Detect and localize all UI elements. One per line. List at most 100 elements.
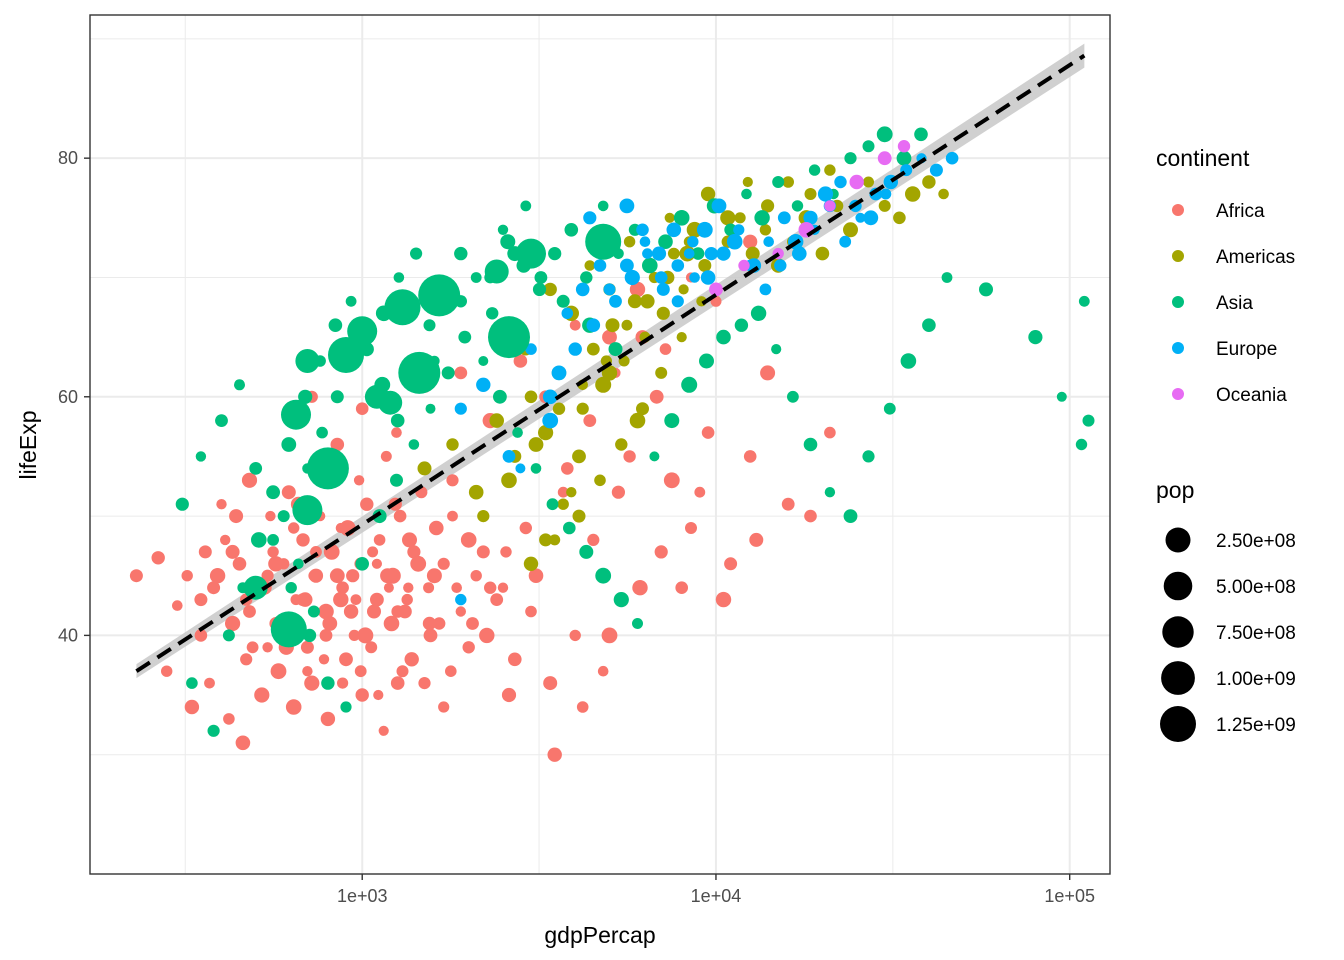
point-africa (350, 594, 362, 605)
point-africa (367, 546, 379, 558)
point-africa (484, 581, 497, 594)
point-asia (791, 200, 804, 212)
point-americas (572, 509, 586, 523)
point-asia (681, 376, 698, 393)
point-asia-large (585, 223, 622, 260)
point-africa (402, 532, 417, 548)
point-asia (321, 676, 335, 690)
point-africa (320, 711, 336, 727)
point-africa (373, 689, 384, 701)
point-africa (383, 615, 400, 632)
point-europe (700, 270, 716, 285)
point-europe (666, 222, 682, 238)
point-asia (716, 329, 731, 345)
point-americas (489, 413, 505, 428)
point-oceania (798, 222, 815, 238)
point-africa (262, 642, 273, 653)
point-europe (603, 283, 616, 296)
point-americas (655, 366, 668, 379)
point-americas (905, 186, 921, 202)
point-africa (285, 699, 302, 715)
point-asia (222, 629, 235, 642)
point-africa (391, 427, 402, 438)
point-africa (241, 472, 258, 488)
point-asia (493, 389, 507, 404)
point-africa (423, 582, 435, 594)
legend-label-asia: Asia (1216, 293, 1253, 314)
point-africa (528, 568, 544, 583)
point-africa (304, 675, 320, 691)
point-europe (763, 236, 774, 247)
point-africa (724, 557, 738, 571)
point-africa (601, 627, 618, 644)
point-americas (528, 437, 544, 452)
point-oceania (849, 174, 864, 190)
legend-key-africa (1172, 204, 1184, 216)
point-europe (476, 377, 491, 392)
x-tick-label: 1e+05 (1044, 886, 1095, 906)
point-africa (194, 629, 208, 642)
point-europe (551, 365, 567, 381)
point-asia (941, 272, 953, 283)
point-asia (803, 437, 818, 452)
point-americas (615, 438, 628, 451)
point-oceania (897, 140, 911, 153)
point-africa (632, 580, 648, 596)
point-asia (579, 544, 594, 559)
point-americas (584, 260, 596, 271)
point-asia (734, 318, 749, 332)
point-africa (336, 581, 349, 594)
point-asia-large (516, 238, 546, 269)
point-asia (532, 282, 547, 296)
point-asia (355, 557, 370, 571)
point-asia-large (378, 390, 403, 415)
point-americas (804, 188, 817, 200)
legend-size-key (1163, 571, 1193, 601)
point-americas (594, 474, 606, 487)
point-africa (151, 551, 165, 565)
point-asia (1078, 295, 1090, 307)
point-americas (745, 246, 760, 261)
point-asia (724, 223, 737, 237)
point-asia (1056, 391, 1067, 402)
point-africa (543, 676, 558, 691)
point-africa (378, 725, 389, 736)
point-americas (417, 461, 432, 476)
point-asia (530, 463, 542, 474)
point-asia-large (306, 447, 349, 490)
x-axis-title: gdpPercap (544, 922, 655, 948)
point-asia (754, 210, 770, 226)
point-europe (568, 342, 582, 356)
point-asia (250, 532, 267, 548)
point-africa (339, 652, 353, 667)
point-africa (760, 365, 776, 381)
point-africa (781, 497, 795, 511)
point-asia (613, 592, 629, 608)
point-africa (223, 713, 235, 725)
legend-size-key (1161, 661, 1195, 695)
point-americas (629, 412, 646, 429)
point-africa (701, 426, 715, 439)
point-oceania (824, 200, 836, 212)
point-asia (564, 223, 579, 237)
point-americas (552, 402, 566, 415)
point-asia (478, 356, 489, 366)
major-gridlines (90, 15, 1110, 874)
point-americas (843, 222, 858, 238)
point-europe (817, 186, 834, 202)
point-europe (777, 211, 791, 225)
point-asia (277, 510, 290, 523)
point-americas (640, 294, 655, 309)
point-americas (595, 376, 612, 393)
point-africa (288, 522, 300, 534)
point-africa (479, 627, 495, 644)
point-europe (575, 282, 590, 297)
point-americas (667, 247, 680, 260)
point-asia (862, 450, 875, 463)
point-europe (619, 198, 635, 214)
point-asia (699, 353, 714, 369)
point-asia (390, 473, 403, 487)
point-africa (675, 581, 688, 594)
point-africa (330, 437, 345, 452)
